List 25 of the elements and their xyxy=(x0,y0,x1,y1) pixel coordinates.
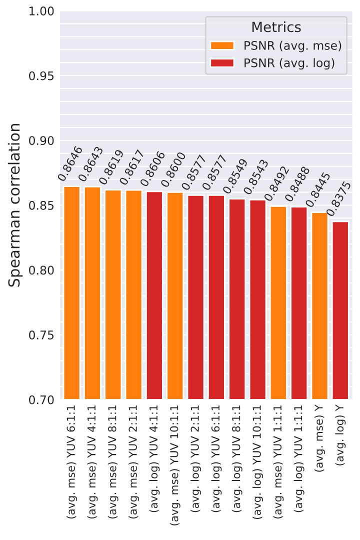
x-tick-label: (avg. mse) YUV 10:1:1 xyxy=(170,405,180,526)
y-tick-label: 0.90 xyxy=(29,136,54,146)
x-tick-label: (avg. log) YUV 1:1:1 xyxy=(294,405,304,512)
x-tick-label: (avg. mse) YUV 6:1:1 xyxy=(66,405,78,518)
y-tick-label: 0.85 xyxy=(29,200,54,210)
x-tick-label: (avg. mse) YUV 4:1:1 xyxy=(87,405,98,518)
x-tick-label: (avg. mse) YUV 2:1:1 xyxy=(128,405,140,518)
x-tick-label: (avg. log) YUV 10:1:1 xyxy=(252,405,263,520)
legend-label: PSNR (avg. mse) xyxy=(244,40,342,52)
y-tick-label: 1.00 xyxy=(30,6,54,16)
y-tick-label: 0.80 xyxy=(29,266,54,275)
x-tick-label: (avg. mse) YUV 8:1:1 xyxy=(108,405,118,518)
y-tick-label: 0.75 xyxy=(29,330,54,340)
x-tick-label: (avg. log) YUV 8:1:1 xyxy=(232,405,242,512)
x-tick-label: (avg. mse) Y xyxy=(314,404,325,472)
legend-label: PSNR (avg. log) xyxy=(244,58,334,70)
y-tick-label: 0.70 xyxy=(29,395,54,404)
x-tick-label: (avg. mse) YUV 1:1:1 xyxy=(273,405,284,518)
y-axis-title: Spearman correlation xyxy=(8,124,23,287)
x-tick-label: (avg. log) Y xyxy=(335,404,346,466)
y-tick-label: 0.95 xyxy=(29,71,54,80)
x-tick-label: (avg. log) YUV 4:1:1 xyxy=(149,405,160,512)
x-tick-label: (avg. log) YUV 6:1:1 xyxy=(211,405,222,512)
x-tick-label: (avg. log) YUV 2:1:1 xyxy=(190,405,202,512)
legend-title: Metrics xyxy=(252,21,301,32)
